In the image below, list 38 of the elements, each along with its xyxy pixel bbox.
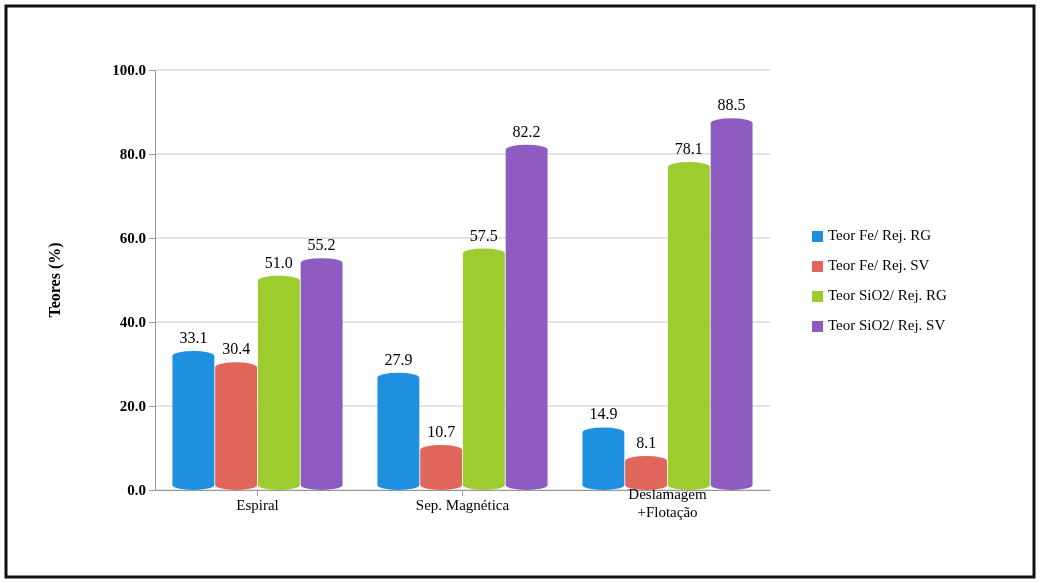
data-label: 55.2 [307, 236, 336, 254]
bar [625, 455, 668, 490]
data-label: 57.5 [469, 226, 498, 244]
data-label: 30.4 [222, 340, 251, 358]
data-label: 10.7 [427, 423, 456, 441]
data-label: 27.9 [384, 350, 413, 368]
y-tick-label: 100.0 [112, 62, 146, 79]
bar [172, 350, 215, 490]
data-label: 14.9 [589, 405, 618, 423]
bar [505, 144, 548, 490]
x-tick-label: Deslamagem +Flotação [628, 486, 707, 520]
x-tick-label: Espiral [236, 496, 279, 513]
bar [377, 372, 420, 490]
bar [215, 362, 258, 490]
data-label: 51.0 [264, 253, 293, 271]
legend-label: Teor SiO2/ Rej. RG [828, 287, 948, 303]
y-tick-label: 40.0 [119, 314, 146, 331]
data-label: 33.1 [179, 328, 208, 346]
y-tick-label: 20.0 [119, 398, 146, 415]
data-label: 88.5 [717, 96, 746, 114]
bar [420, 445, 463, 490]
x-tick-label: Sep. Magnética [415, 496, 510, 513]
y-tick-label: 60.0 [119, 230, 146, 247]
data-label: 78.1 [674, 139, 703, 157]
bar [462, 248, 505, 490]
y-tick-label: 0.0 [127, 482, 146, 499]
y-axis-title: Teores (%) [46, 242, 64, 318]
legend-label: Teor SiO2/ Rej. SV [828, 317, 946, 333]
legend-label: Teor Fe/ Rej. SV [828, 257, 930, 273]
bar [257, 275, 300, 490]
data-label: 8.1 [636, 433, 657, 451]
bar [667, 161, 710, 490]
data-label: 82.2 [512, 122, 541, 140]
y-tick-label: 80.0 [119, 146, 146, 163]
bar [300, 258, 343, 490]
bar [710, 118, 753, 490]
bar [582, 427, 625, 490]
legend-label: Teor Fe/ Rej. RG [828, 227, 932, 243]
